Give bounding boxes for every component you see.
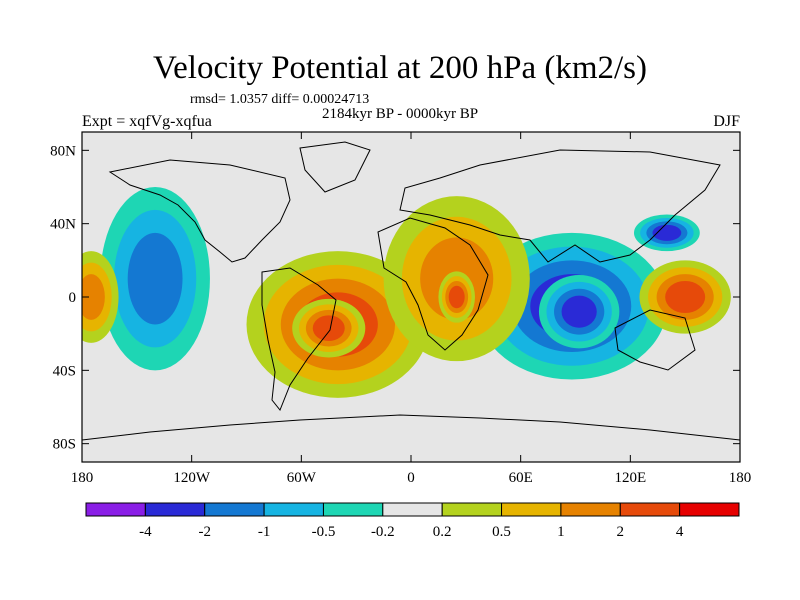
y-tick-label: 80N bbox=[50, 143, 76, 159]
coast-australia bbox=[614, 309, 696, 371]
coastlines bbox=[82, 141, 740, 441]
y-tick-label: 40N bbox=[50, 217, 76, 233]
y-axis: 80N 40N 0 40S 80S bbox=[50, 143, 740, 453]
y-tick-label: 40S bbox=[53, 363, 76, 379]
colorbar-label: -2 bbox=[198, 524, 211, 540]
colorbar-label: 0.2 bbox=[433, 524, 452, 540]
stats-text: rmsd= 1.0357 diff= 0.00024713 bbox=[190, 92, 370, 107]
field-contour-south-america-core bbox=[312, 315, 345, 341]
colorbar-box bbox=[441, 502, 503, 517]
x-tick-label: 0 bbox=[407, 470, 415, 486]
colorbar-box bbox=[144, 502, 206, 517]
colorbar-label: 2 bbox=[617, 524, 625, 540]
colorbar-box bbox=[382, 502, 443, 517]
colorbar-box bbox=[619, 502, 681, 517]
field-contour-east-asia-centre bbox=[652, 224, 682, 241]
colorbar-label: -0.2 bbox=[371, 524, 395, 540]
experiment-label: Expt = xqfVg-xqfua bbox=[82, 113, 212, 130]
colorbar-box bbox=[322, 502, 384, 517]
coast-africa bbox=[377, 217, 489, 351]
colorbar-label: 4 bbox=[676, 524, 684, 540]
x-tick-label: 120W bbox=[173, 470, 211, 486]
season-label: DJF bbox=[713, 113, 740, 130]
period-label: 2184kyr BP - 0000kyr BP bbox=[322, 106, 479, 122]
coast-north-america bbox=[108, 159, 291, 263]
colorbar-label: -4 bbox=[139, 524, 152, 540]
coast-eurasia bbox=[399, 149, 721, 263]
coast-south-america bbox=[261, 267, 337, 411]
field-layer bbox=[82, 132, 740, 462]
x-tick-label: 60E bbox=[509, 470, 533, 486]
colorbar-label: 0.5 bbox=[492, 524, 511, 540]
field-contour-west-pacific-centre bbox=[665, 280, 706, 314]
field-contour-africa-core bbox=[448, 285, 465, 309]
field-contour-indian-ocean-core bbox=[561, 295, 597, 328]
colorbar-label: -1 bbox=[258, 524, 271, 540]
colorbar-box bbox=[263, 502, 324, 517]
colorbar-box bbox=[501, 502, 562, 517]
coast-antarctica bbox=[82, 414, 740, 441]
field-contour-dateline-west bbox=[82, 274, 105, 320]
colorbar-box bbox=[560, 502, 621, 517]
y-tick-label: 0 bbox=[69, 290, 77, 306]
field-contour-north-pacific bbox=[127, 232, 183, 325]
y-tick-label: 80S bbox=[53, 437, 76, 453]
chart-title: Velocity Potential at 200 hPa (km2/s) bbox=[152, 50, 648, 86]
x-axis: 180 120W 60W 0 60E 120E 180 bbox=[71, 132, 752, 486]
x-tick-label: 120E bbox=[614, 470, 646, 486]
colorbar-box bbox=[85, 502, 146, 517]
x-tick-label: 180 bbox=[729, 470, 752, 486]
colorbar-box bbox=[204, 502, 265, 517]
colorbar-label: 1 bbox=[557, 524, 565, 540]
coast-greenland bbox=[299, 141, 371, 193]
x-tick-label: 180 bbox=[71, 470, 94, 486]
colorbar-label: -0.5 bbox=[312, 524, 336, 540]
colorbar: -4 -2 -1 -0.5 -0.2 0.2 0.5 1 2 4 bbox=[85, 502, 740, 540]
colorbar-box bbox=[679, 502, 740, 517]
x-tick-label: 60W bbox=[287, 470, 317, 486]
